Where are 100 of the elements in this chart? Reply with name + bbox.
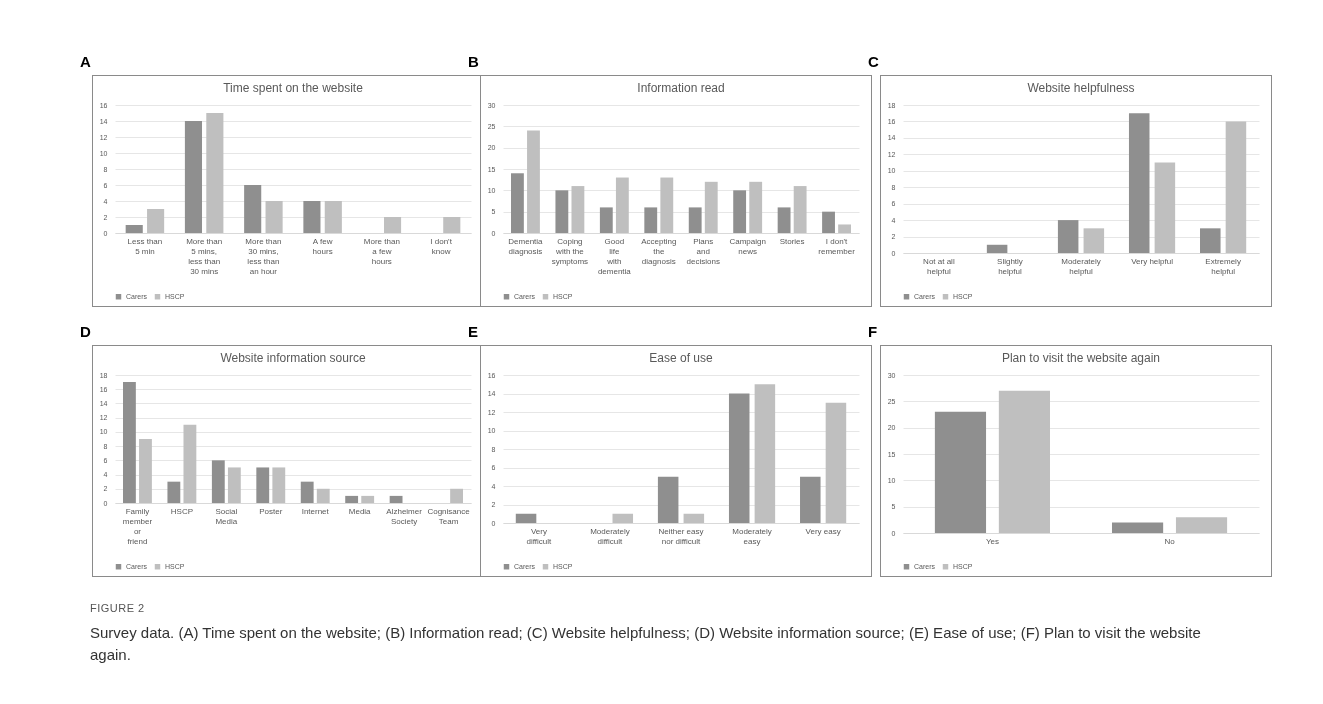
x-tick-label: Poster [259,506,283,516]
bar [1128,113,1150,253]
bar [139,439,152,503]
bar [345,495,359,503]
x-tick-label: No [1164,536,1176,546]
bar [1225,121,1247,253]
x-tick-label: More than 5 mins, less than 30 mins [186,236,223,276]
x-tick-label: Plans and decisions [686,236,720,266]
x-tick-label: Yes [985,536,999,546]
bar [1200,228,1221,253]
x-tick-label: Internet [301,506,330,516]
text: Survey data. (A) Time spent on the website; (B) Information read; (C) Website helpfulness; (D) Website information source; (E) Ease of use; (F) Plan to visit the website again. [90,623,1202,665]
text: D [80,323,91,340]
x-tick-label: Moderately easy [732,526,772,546]
x-tick-label: Cognisance Team [427,506,471,526]
bar [227,467,241,503]
bar [206,113,224,233]
bar [825,402,847,523]
bar [244,185,262,233]
bar [934,411,987,533]
text: F [868,323,878,340]
bar [1154,162,1176,253]
x-tick-label: Very helpful [1131,256,1174,266]
x-tick-label: Coping with the symptoms [551,236,589,266]
chart-title: Website information source [220,351,366,365]
bar [300,481,314,503]
x-tick-label: Moderately helpful [1061,256,1101,276]
chart-title: Time spent on the website [223,81,364,95]
bar [316,488,330,503]
bar [125,225,143,233]
bar [256,467,270,503]
bar [123,382,136,503]
x-tick-label: Extremely helpful [1205,256,1241,276]
bar [660,177,674,233]
x-tick-label: Slightly helpful [997,256,1023,276]
x-tick-label: Campaign news [729,236,766,256]
chart-title: Ease of use [649,351,714,365]
bar [303,201,321,233]
chart-title: Plan to visit the website again [1001,351,1161,365]
bar [777,207,791,233]
bar [838,224,851,233]
bar [571,186,585,233]
bar [211,460,225,503]
bar [704,181,718,233]
bar [733,190,747,233]
bar [167,481,181,503]
bar [389,495,403,503]
x-tick-label: Accepting the diagnosis [641,236,677,266]
bar [515,513,537,523]
x-tick-label: I don't know [430,236,453,256]
bar [324,201,342,233]
bar [555,190,569,233]
x-tick-label: Family member or friend [122,506,153,546]
bar [265,201,283,233]
bar [383,217,402,233]
bar [183,424,197,503]
x-tick-label: Neither easy nor difficult [658,526,704,546]
x-tick-label: Moderately difficult [590,526,630,546]
bar [683,513,705,523]
bar [644,207,658,233]
x-tick-label: Not at all helpful [923,256,955,276]
bar [800,476,821,523]
bar [749,181,763,233]
bar [728,393,750,523]
x-tick-label: More than 30 mins, less than an hour [245,236,282,276]
bar [450,488,463,503]
bar [1175,517,1228,533]
bar [361,495,375,503]
x-tick-label: Alzheimer Society [386,506,423,526]
x-tick-label: Very difficult [526,526,553,546]
chart-title: Website helpfulness [1027,81,1135,95]
x-tick-label: Good life with dementia [597,236,632,276]
bar [793,186,807,233]
bar [986,244,1008,253]
bar [822,211,835,233]
x-tick-label: I don't remember [818,236,856,256]
bar [599,207,613,233]
bar [527,130,540,233]
bar [272,467,286,503]
text: E [468,323,479,340]
bar [754,384,776,523]
bar [615,177,629,233]
bar [1083,228,1105,253]
bar [511,173,524,233]
bar [1057,220,1079,253]
x-tick-label: Very easy [805,526,841,536]
x-tick-label: More than a few hours [363,236,400,266]
bar [443,217,461,233]
caption: FIGURE 2 [90,602,145,614]
x-tick-label: Social Media [215,506,238,526]
text: A [80,53,91,70]
x-tick-label: Stories [779,236,805,246]
text: B [468,53,479,70]
bar [998,390,1050,533]
chart-title: Information read [637,81,725,95]
text: C [868,53,879,70]
x-tick-label: Media [348,506,372,516]
x-tick-label: HSCP [170,506,194,516]
x-tick-label: A few hours [312,236,333,256]
x-tick-label: Less than 5 min [127,236,163,256]
